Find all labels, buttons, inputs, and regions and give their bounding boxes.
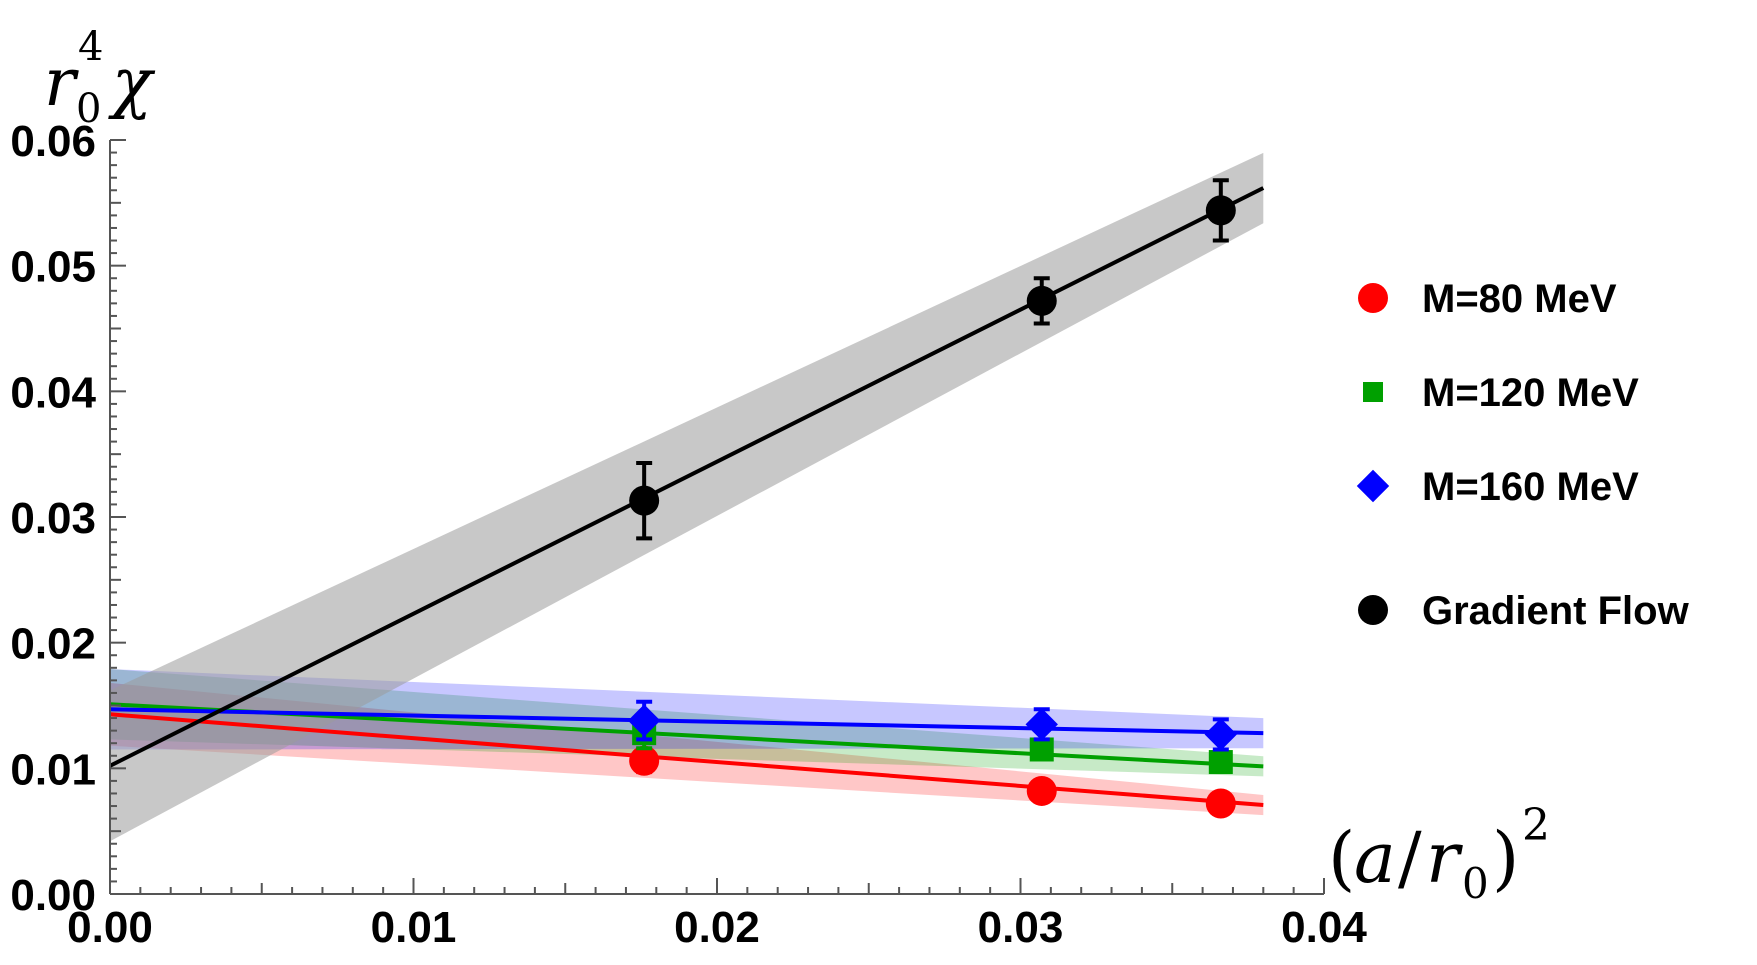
marker-circle — [1205, 195, 1236, 226]
marker-diamond — [1025, 708, 1058, 741]
marker-diamond — [1204, 718, 1238, 751]
svg-text:4: 4 — [78, 24, 103, 70]
data-point — [629, 745, 660, 776]
data-point — [1026, 775, 1057, 806]
y-tick-label: 0.02 — [10, 620, 96, 669]
y-tick-label: 0.01 — [10, 745, 96, 794]
legend-marker — [1358, 595, 1388, 625]
x-tick-label: 0.04 — [1281, 903, 1367, 952]
data-point — [1205, 178, 1236, 243]
legend-marker — [1356, 469, 1390, 503]
fit-bands — [110, 152, 1264, 842]
svg-text:2: 2 — [1522, 800, 1550, 851]
marker-square — [1208, 750, 1233, 775]
x-tick-label: 0.02 — [674, 903, 760, 952]
data-point — [627, 699, 661, 742]
legend-item: M=160 MeV — [1356, 465, 1639, 509]
x-tick-label: 0.03 — [978, 903, 1064, 952]
svg-text:(: ( — [1328, 817, 1355, 899]
data-point — [1208, 750, 1233, 775]
y-tick-label: 0.05 — [10, 243, 96, 292]
svg-text:χ: χ — [108, 44, 156, 121]
data-point — [1029, 737, 1054, 762]
data-point — [1205, 788, 1236, 819]
legend-label: M=80 MeV — [1422, 277, 1617, 321]
svg-text:r: r — [44, 44, 79, 121]
y-tick-label: 0.00 — [10, 871, 96, 920]
marker-circle — [629, 745, 660, 776]
fit-line-0 — [109, 712, 1264, 808]
x-axis-label: ( a / r 0 ) 2 — [1328, 800, 1550, 908]
fit-band-2 — [110, 669, 1264, 750]
legend-item: M=80 MeV — [1358, 277, 1617, 321]
marker-circle — [629, 485, 660, 516]
marker-circle — [1026, 775, 1057, 806]
fit-lines — [109, 186, 1265, 808]
y-tick-label: 0.04 — [10, 368, 96, 417]
legend-label: Gradient Flow — [1422, 589, 1690, 633]
marker-diamond — [627, 704, 661, 737]
data-point — [1204, 717, 1238, 752]
data-point — [629, 460, 660, 541]
fit-line-3 — [109, 186, 1265, 768]
legend: M=80 MeV M=120 MeV M=160 MeV Gradient Flow — [1356, 277, 1690, 633]
marker-square — [1029, 737, 1054, 762]
data-point — [1026, 276, 1057, 326]
legend-label: M=160 MeV — [1422, 465, 1639, 509]
svg-text:): ) — [1492, 817, 1519, 899]
svg-text:r: r — [1426, 817, 1463, 899]
fit-line-2 — [109, 707, 1264, 736]
svg-text:0: 0 — [76, 86, 101, 132]
marker-circle — [1205, 788, 1236, 819]
legend-label: M=120 MeV — [1422, 371, 1639, 415]
y-axis-label: r 0 4 χ — [44, 24, 156, 132]
y-tick-label: 0.06 — [10, 117, 96, 166]
y-tick-label: 0.03 — [10, 494, 96, 543]
legend-item: M=120 MeV — [1363, 371, 1639, 415]
x-tick-label: 0.01 — [371, 903, 457, 952]
svg-text:/: / — [1398, 817, 1422, 899]
data-point — [1025, 707, 1058, 742]
x-tick-label: 0.00 — [67, 903, 153, 952]
ticks — [109, 139, 1325, 895]
legend-marker — [1358, 283, 1388, 313]
svg-text:0: 0 — [1462, 859, 1489, 908]
marker-circle — [1026, 285, 1057, 316]
fit-band-3 — [110, 152, 1264, 842]
svg-text:a: a — [1354, 817, 1396, 899]
legend-item: Gradient Flow — [1358, 589, 1690, 633]
legend-marker — [1363, 382, 1383, 402]
data-points — [627, 178, 1238, 819]
tick-labels: 0.00 0.01 0.02 0.03 0.04 0.00 0.01 0.02 0.03 0.04… — [10, 117, 1367, 952]
